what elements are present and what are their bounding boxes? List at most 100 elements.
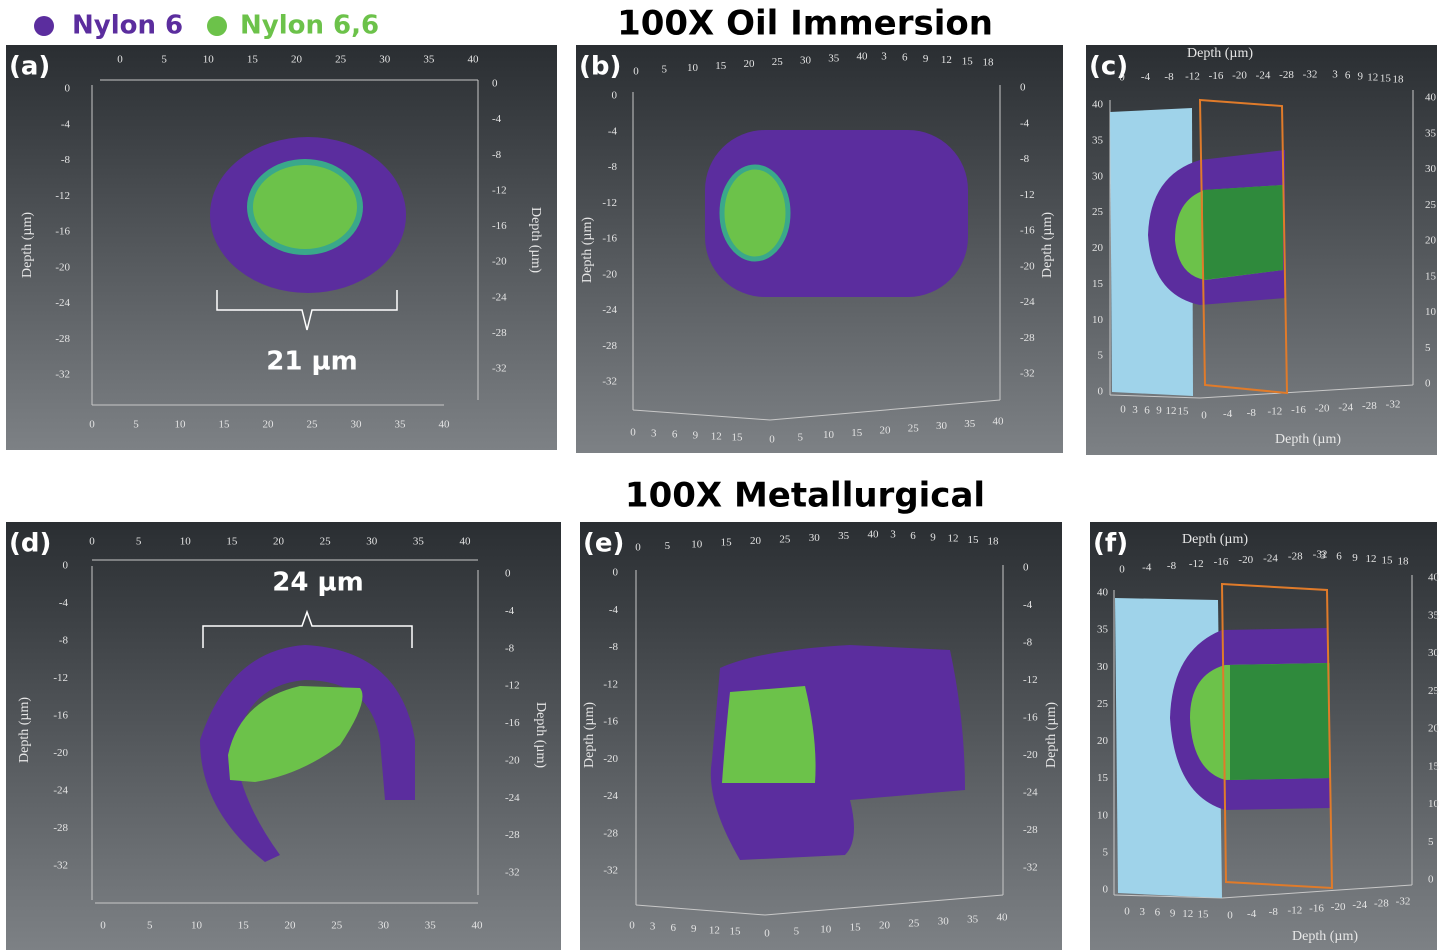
annotation: 21 µm: [266, 347, 357, 377]
tick-label: 25: [320, 536, 332, 548]
tick-label: -4: [59, 597, 69, 609]
axis-title: Depth (µm): [1040, 212, 1055, 278]
tick-label: 18: [1398, 556, 1410, 568]
tick-label: 10: [823, 429, 835, 441]
render-shape: [250, 162, 360, 252]
tick-label: 0: [89, 536, 95, 548]
tick-label: 5: [1103, 846, 1109, 858]
tick-label: 40: [993, 416, 1005, 428]
render-shape: [1203, 185, 1283, 280]
tick-label: -20: [603, 753, 618, 765]
tick-label: 10: [191, 920, 203, 932]
tick-label: 5: [147, 920, 153, 932]
tick-label: 9: [1352, 552, 1358, 564]
tick-label: 35: [413, 536, 425, 548]
tick-label: -8: [608, 161, 618, 173]
tick-label: 15: [1382, 554, 1394, 566]
tick-label: -8: [505, 642, 515, 654]
tick-label: -24: [492, 291, 507, 303]
tick-label: -20: [492, 256, 507, 268]
tick-label: -32: [492, 363, 507, 375]
tick-label: -8: [59, 635, 69, 647]
tick-label: -8: [609, 641, 619, 653]
tick-label: 0: [1124, 906, 1130, 918]
tick-label: 15: [962, 55, 974, 67]
tick-label: 40: [868, 529, 880, 541]
tick-label: 15: [715, 60, 727, 72]
tick-label: -4: [609, 604, 619, 616]
render-shape: [1230, 663, 1330, 780]
tick-label: 40: [460, 536, 472, 548]
tick-label: 25: [779, 533, 791, 545]
tick-label: 20: [750, 535, 762, 547]
tick-label: -4: [1142, 562, 1152, 574]
tick-label: 0: [492, 78, 498, 90]
tick-label: -16: [492, 220, 507, 232]
tick-label: 12: [709, 924, 720, 936]
tick-label: 25: [1097, 698, 1109, 710]
legend-marker: [34, 16, 54, 36]
tick-label: -28: [1374, 897, 1389, 909]
axis-title: Depth (µm): [20, 212, 35, 278]
tick-label: -28: [1023, 824, 1038, 836]
tick-label: 10: [691, 538, 703, 550]
tick-label: -28: [603, 827, 618, 839]
tick-label: -20: [1238, 554, 1253, 566]
tick-label: -4: [1247, 908, 1257, 920]
row-title: 100X Metallurgical: [625, 476, 985, 516]
tick-label: 5: [794, 926, 800, 938]
tick-label: 15: [851, 427, 863, 439]
tick-label: -16: [1309, 903, 1324, 915]
tick-label: 30: [378, 920, 390, 932]
tick-label: -16: [602, 233, 617, 245]
tick-label: 40: [857, 51, 869, 63]
tick-label: -24: [602, 304, 617, 316]
tick-label: 20: [744, 58, 756, 70]
tick-label: 0: [100, 920, 106, 932]
tick-label: -20: [55, 261, 70, 273]
tick-label: 9: [691, 923, 697, 935]
tick-label: 3: [881, 51, 887, 63]
tick-label: 15: [226, 536, 238, 548]
figure: 100X Oil Immersion 100X Metallurgical Ny…: [0, 0, 1443, 950]
tick-label: -12: [55, 190, 70, 202]
panel-label: (a): [9, 52, 50, 82]
tick-label: -16: [1209, 70, 1224, 82]
tick-label: 5: [1098, 350, 1104, 362]
tick-label: -24: [603, 790, 618, 802]
tick-label: 15: [247, 54, 259, 66]
tick-label: 18: [988, 536, 1000, 548]
render-shape: [722, 167, 788, 259]
tick-label: 6: [902, 52, 908, 64]
tick-label: 0: [1098, 386, 1104, 398]
tick-label: 30: [1425, 163, 1437, 175]
panel-label: (b): [579, 52, 621, 82]
tick-label: 25: [1425, 199, 1437, 211]
tick-label: -12: [1020, 189, 1035, 201]
tick-label: 18: [1393, 74, 1405, 86]
tick-label: 5: [662, 64, 668, 76]
tick-label: -28: [505, 829, 520, 841]
tick-label: 6: [1345, 70, 1351, 82]
tick-label: 9: [930, 531, 936, 543]
tick-label: -12: [1185, 70, 1200, 82]
axis-title: Depth (µm): [580, 217, 595, 283]
tick-label: 15: [1178, 406, 1190, 418]
tick-label: 0: [1103, 884, 1109, 896]
tick-label: 20: [1425, 235, 1437, 247]
tick-label: -12: [602, 197, 617, 209]
tick-label: -16: [505, 717, 520, 729]
legend-label: Nylon 6,6: [240, 11, 379, 41]
tick-label: -24: [1023, 787, 1038, 799]
tick-label: 40: [997, 912, 1009, 924]
tick-label: -20: [1232, 70, 1247, 82]
tick-label: -32: [1303, 69, 1318, 81]
tick-label: 18: [983, 57, 995, 69]
tick-label: -8: [492, 149, 502, 161]
tick-label: -20: [1023, 749, 1038, 761]
tick-label: 35: [967, 914, 979, 926]
tick-label: 10: [203, 54, 215, 66]
tick-label: 25: [908, 422, 920, 434]
tick-label: -24: [1338, 401, 1353, 413]
tick-label: -32: [505, 867, 520, 879]
